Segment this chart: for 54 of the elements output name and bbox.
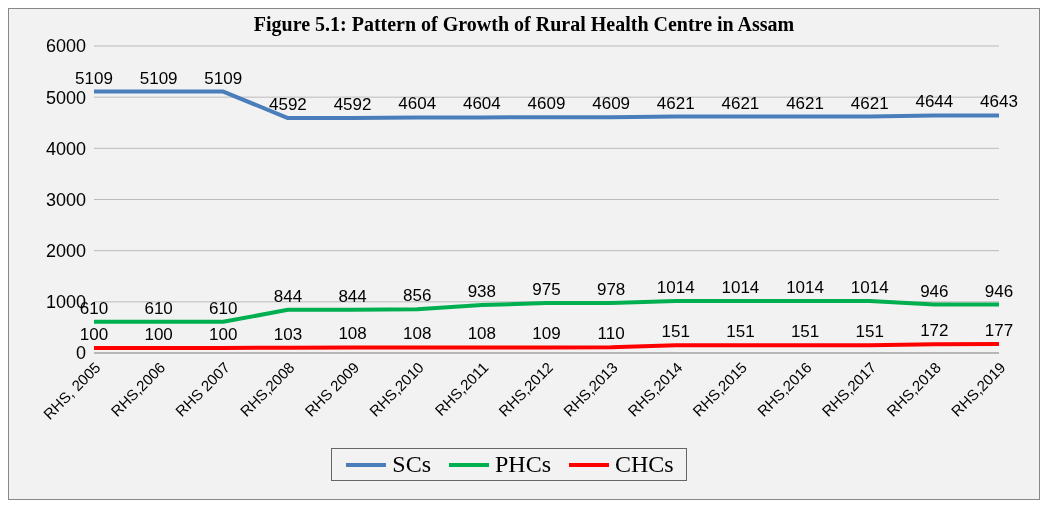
data-label: 4644 — [915, 92, 954, 112]
data-label: 1014 — [786, 278, 824, 298]
data-label: 938 — [467, 282, 497, 302]
data-label: 946 — [984, 281, 1014, 301]
data-label: 4592 — [333, 95, 372, 115]
legend-label: CHCs — [615, 451, 674, 478]
data-label: 4604 — [462, 94, 501, 114]
data-label: 108 — [403, 324, 432, 344]
data-label: 856 — [403, 286, 432, 306]
legend-label: SCs — [392, 451, 431, 478]
data-label: 151 — [661, 322, 690, 342]
data-label: 4621 — [786, 93, 824, 113]
y-tick-label: 3000 — [45, 189, 86, 210]
data-label: 610 — [144, 298, 173, 318]
data-label: 4643 — [980, 92, 1018, 112]
data-label: 4592 — [269, 95, 307, 115]
data-label: 100 — [144, 324, 173, 344]
data-label: 177 — [984, 320, 1014, 340]
data-label: 844 — [273, 286, 303, 306]
data-label: 151 — [726, 322, 755, 342]
y-tick-label: 2000 — [45, 241, 86, 262]
data-label: 975 — [532, 280, 561, 300]
y-tick-label: 4000 — [45, 138, 86, 159]
data-label: 4609 — [592, 94, 631, 114]
y-tick-label: 0 — [75, 343, 86, 364]
data-label: 844 — [338, 286, 367, 306]
data-label: 946 — [920, 281, 949, 301]
data-label: 5109 — [75, 68, 113, 88]
data-label: 4621 — [850, 93, 889, 113]
data-label: 1014 — [721, 278, 760, 298]
data-label: 978 — [596, 279, 626, 299]
y-tick-label: 6000 — [45, 36, 86, 57]
data-label: 100 — [79, 324, 109, 344]
data-label: 108 — [467, 324, 497, 344]
data-label: 610 — [209, 298, 238, 318]
data-label: 172 — [920, 321, 949, 341]
y-tick-label: 5000 — [45, 87, 86, 108]
data-label: 1014 — [850, 278, 889, 298]
data-label: 151 — [790, 322, 820, 342]
data-label: 5109 — [139, 68, 178, 88]
data-label: 103 — [273, 324, 303, 344]
data-label: 1014 — [656, 278, 695, 298]
chart-title: Figure 5.1: Pattern of Growth of Rural Health Centre in Assam — [252, 12, 796, 36]
data-label: 109 — [532, 324, 561, 344]
data-label: 108 — [338, 324, 367, 344]
data-label: 4609 — [527, 94, 566, 114]
data-label: 4621 — [721, 93, 760, 113]
data-label: 100 — [209, 324, 238, 344]
legend-label: PHCs — [494, 451, 552, 478]
data-label: 151 — [855, 322, 884, 342]
data-label: 5109 — [204, 68, 243, 88]
data-label: 4604 — [398, 94, 437, 114]
data-label: 110 — [597, 324, 625, 344]
data-label: 4621 — [656, 93, 695, 113]
